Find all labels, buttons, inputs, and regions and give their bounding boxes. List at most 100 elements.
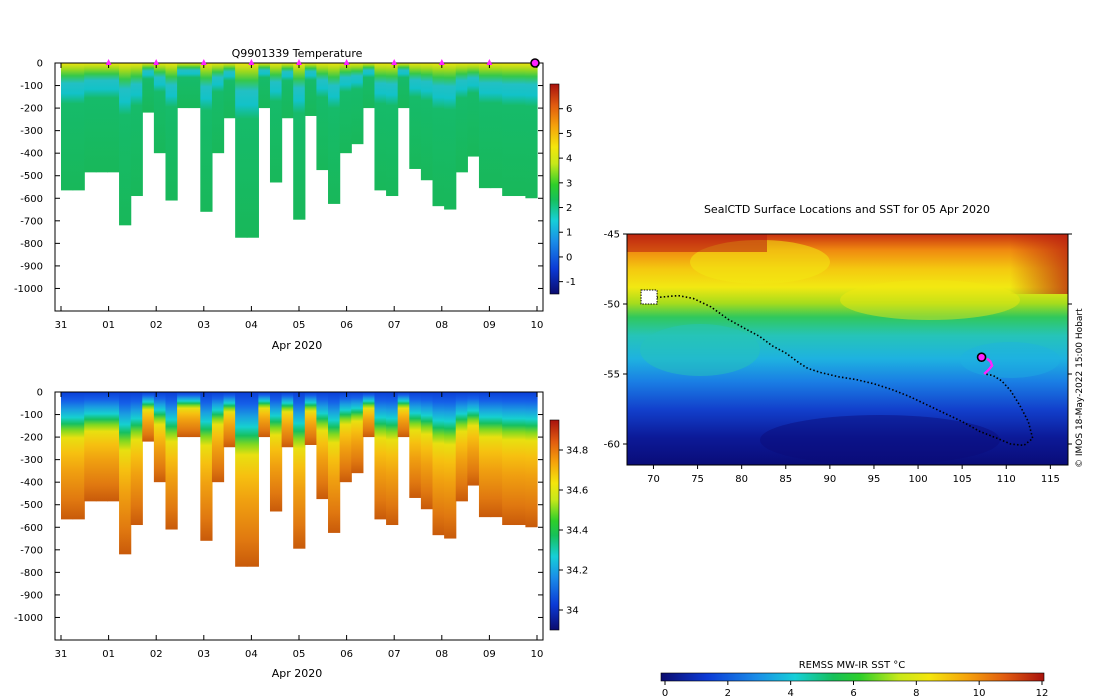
profile-column: [223, 63, 236, 119]
profile-column: [281, 392, 294, 448]
sst-colorbar-tick-label: 12: [1036, 688, 1049, 699]
x-tick-label: 06: [340, 320, 353, 331]
colorbar-tick-label: 34.4: [566, 526, 588, 537]
x-tick-label: 04: [245, 649, 258, 660]
profile-column: [397, 392, 410, 438]
temperature-colorbar-ticks: -1 0 1 2 3 4 5 6: [559, 104, 576, 288]
colorbar-tick-label: 3: [566, 178, 572, 189]
profile-column: [61, 392, 74, 520]
colorbar-tick-label: 34.2: [566, 566, 588, 577]
profile-column: [293, 63, 306, 220]
x-tick-label: 01: [102, 649, 115, 660]
profile-column: [328, 63, 341, 204]
sst-colorbar-tick-label: 2: [725, 688, 731, 699]
profile-column: [490, 63, 503, 189]
profile-column: [165, 392, 178, 530]
x-tick-label: 03: [197, 649, 210, 660]
sst-colorbar-tick-label: 0: [662, 688, 668, 699]
profile-column: [513, 63, 526, 197]
copyright-note: © IMOS 18-May-2022 15:00 Hobart: [1075, 308, 1085, 468]
x-tick-label: 05: [293, 649, 306, 660]
map-axes-frame: [626, 233, 1069, 466]
x-tick-label: 09: [483, 649, 496, 660]
profile-column: [328, 392, 341, 533]
y-tick-label: 0: [37, 59, 43, 70]
profile-column: [72, 63, 85, 191]
salinity-colorbar: [549, 419, 560, 631]
colorbar-tick-label: 2: [566, 203, 572, 214]
profile-column: [304, 63, 318, 116]
last-position-marker: [530, 58, 540, 68]
profile-column: [153, 392, 167, 483]
y-tick-label: -1000: [14, 613, 43, 624]
x-tick-label: 06: [340, 649, 353, 660]
profile-column: [200, 392, 213, 541]
y-tick-label: -500: [20, 171, 43, 182]
salinity-colorbar-ticks: 34 34.2 34.4 34.6 34.8: [559, 446, 588, 617]
map-longitude-axis: 70 75 80 85 90 95 100 105 110 115: [647, 465, 1060, 485]
y-tick-label: -100: [20, 410, 43, 421]
sst-warm-patch: [840, 280, 1020, 320]
lon-tick-label: 100: [909, 474, 928, 485]
profile-column: [130, 392, 143, 526]
profile-column: [304, 392, 318, 445]
profile-column: [339, 392, 352, 483]
lat-tick-label: -50: [604, 300, 620, 311]
colorbar-tick-label: -1: [566, 277, 576, 288]
lon-tick-label: 110: [997, 474, 1016, 485]
y-tick-label: -600: [20, 523, 43, 534]
sst-colorbar-ticks: 0 2 4 6 8 10 12: [662, 681, 1049, 699]
profile-column: [502, 63, 515, 197]
profile-column: [223, 392, 236, 448]
profile-column: [258, 63, 271, 109]
profile-column: [107, 392, 120, 502]
surface-marker: [200, 59, 207, 65]
y-tick-label: -900: [20, 590, 43, 601]
lon-tick-label: 95: [868, 474, 881, 485]
colorbar-tick-label: 1: [566, 228, 572, 239]
x-tick-label: 03: [197, 320, 210, 331]
recent-track: [983, 357, 994, 375]
sst-colorbar-tick-label: 10: [973, 688, 986, 699]
profile-column: [177, 63, 190, 109]
y-tick-label: -900: [20, 261, 43, 272]
x-tick-label: 07: [388, 320, 401, 331]
x-tick-label: 10: [531, 649, 544, 660]
profile-column: [142, 392, 155, 442]
profile-column: [246, 392, 259, 567]
y-tick-label: -700: [20, 216, 43, 227]
colorbar-tick-label: 34: [566, 606, 579, 617]
profile-column: [420, 63, 434, 181]
temperature-x-axis: 31 01 02 03 04 05 06 07 08 09 10: [55, 63, 544, 331]
profile-column: [467, 63, 480, 157]
sst-field: [627, 234, 1068, 465]
x-tick-label: 05: [293, 320, 306, 331]
map-title: SealCTD Surface Locations and SST for 05…: [704, 203, 990, 216]
y-tick-label: -800: [20, 568, 43, 579]
x-tick-label: 07: [388, 649, 401, 660]
profile-column: [188, 392, 201, 438]
surface-marker: [486, 59, 493, 65]
temperature-title: Q9901339 Temperature: [232, 47, 363, 60]
profile-column: [165, 63, 178, 201]
surface-marker: [391, 59, 398, 65]
sst-colorbar-tick-label: 4: [787, 688, 793, 699]
profile-column: [362, 392, 376, 438]
temperature-xlabel: Apr 2020: [272, 339, 323, 352]
profile-column: [339, 63, 352, 154]
x-tick-label: 02: [150, 320, 163, 331]
profile-column: [107, 63, 120, 173]
colorbar-tick-label: 4: [566, 154, 572, 165]
profile-column: [409, 63, 422, 169]
x-tick-label: 04: [245, 320, 258, 331]
y-tick-label: -800: [20, 239, 43, 250]
surface-marker: [248, 59, 255, 65]
profile-column: [61, 63, 74, 191]
lat-tick-label: -60: [604, 440, 620, 451]
surface-marker: [343, 59, 350, 65]
profile-column: [316, 63, 329, 171]
x-tick-label: 09: [483, 320, 496, 331]
profile-column: [432, 392, 445, 536]
lat-tick-label: -55: [604, 370, 620, 381]
x-tick-label: 10: [531, 320, 544, 331]
